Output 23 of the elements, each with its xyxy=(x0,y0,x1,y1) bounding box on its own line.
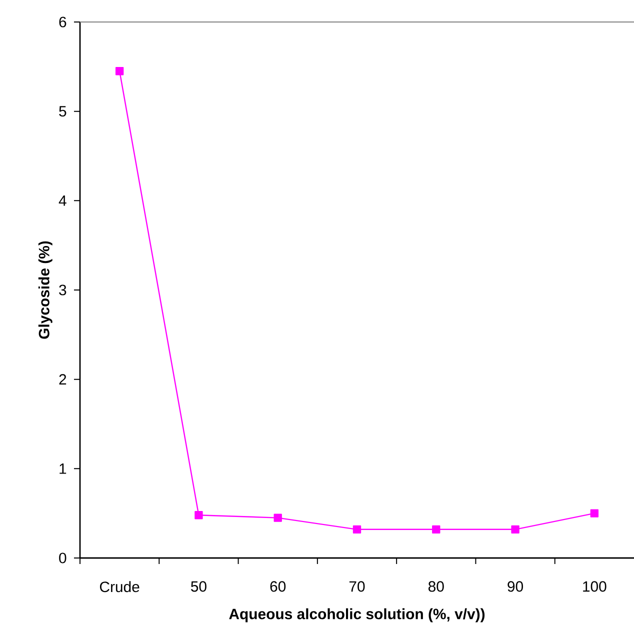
point xyxy=(194,511,203,520)
y-tick-label: 4 xyxy=(58,196,66,206)
point xyxy=(590,509,599,518)
y-tick-label: 1 xyxy=(60,464,66,474)
x-tick-label: 60 xyxy=(270,581,286,592)
point xyxy=(115,67,124,76)
y-axis-title: Glycoside (%) xyxy=(38,241,52,339)
x-tick-label: 70 xyxy=(349,581,365,592)
x-tick-label: 80 xyxy=(428,581,444,592)
y-tick-label: 2 xyxy=(59,374,66,385)
x-tick-label: 50 xyxy=(190,581,206,592)
point xyxy=(432,525,440,534)
x-tick-label: 90 xyxy=(508,581,523,592)
y-tick-label: 0 xyxy=(59,552,66,564)
y-tick-label: 6 xyxy=(59,16,66,28)
point xyxy=(352,525,362,534)
x-tick-label: Crude xyxy=(100,581,140,592)
x-tick-label: 100 xyxy=(583,581,606,592)
point xyxy=(511,525,520,534)
y-tick-label: 3 xyxy=(59,284,66,296)
point xyxy=(274,514,282,522)
y-tick-label: 5 xyxy=(59,106,66,117)
x-axis-title: Aqueous alcoholic solution (%, v/v)) xyxy=(229,608,485,622)
